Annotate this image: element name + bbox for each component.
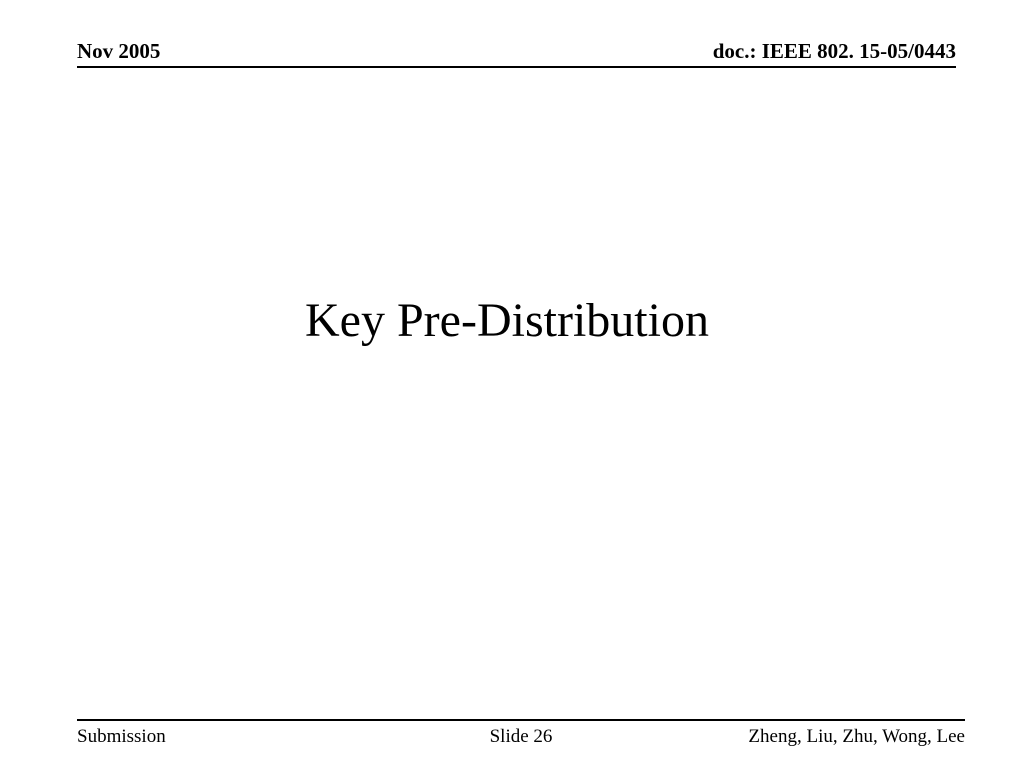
slide-footer: Submission Slide 26 Zheng, Liu, Zhu, Won… (77, 719, 965, 747)
slide-header: Nov 2005 doc.: IEEE 802. 15-05/0443 (77, 40, 956, 68)
footer-submission-label: Submission (77, 726, 166, 747)
footer-authors: Zheng, Liu, Zhu, Wong, Lee (748, 726, 965, 747)
header-doc-id: doc.: IEEE 802. 15-05/0443 (712, 39, 956, 63)
slide-title: Key Pre-Distribution (305, 294, 709, 347)
footer-slide-number: Slide 26 (489, 726, 553, 747)
header-date: Nov 2005 (77, 39, 161, 63)
